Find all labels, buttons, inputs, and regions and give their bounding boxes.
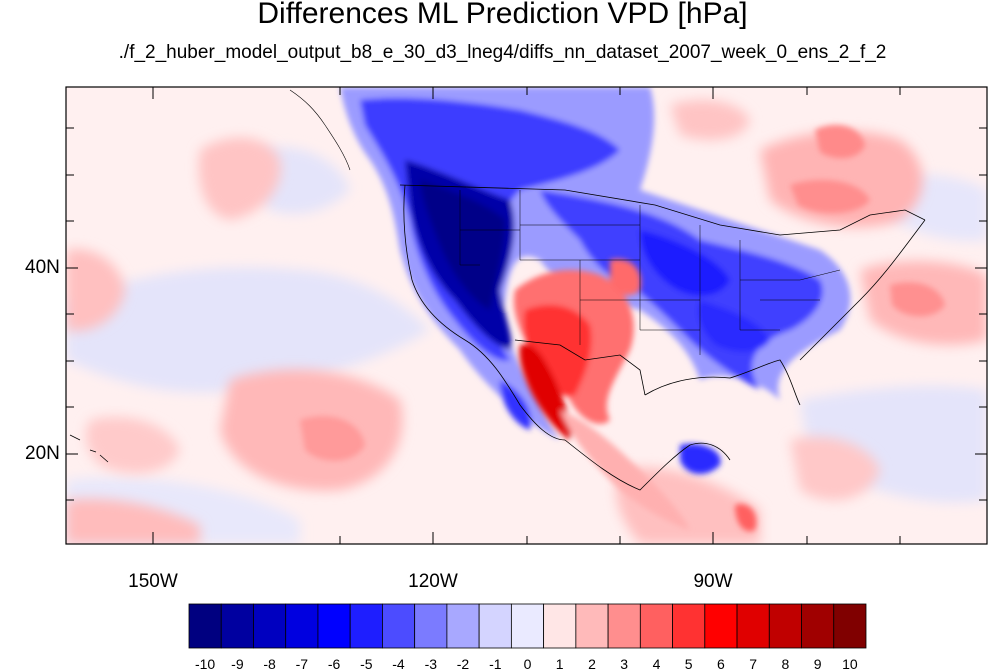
lon-label-90w: 90W — [693, 571, 733, 592]
colorbar — [188, 603, 867, 649]
colorbar-tick-label: -3 — [424, 656, 438, 672]
colorbar-box — [317, 603, 351, 649]
colorbar-box — [639, 603, 673, 649]
colorbar-box — [285, 603, 319, 649]
west-coastline — [403, 184, 566, 441]
state-lines — [459, 190, 841, 355]
colorbar-tick-label: -1 — [489, 656, 502, 672]
lon-label-150w: 150W — [128, 571, 178, 592]
us-canada-border — [399, 184, 926, 236]
colorbar-tick-label: 9 — [813, 656, 822, 672]
map-panel — [66, 87, 987, 544]
colorbar-box — [188, 603, 222, 649]
colorbar-tick-label: -8 — [263, 656, 276, 672]
colorbar-tick-label: -6 — [327, 656, 341, 672]
colorbar-box — [382, 603, 416, 649]
colorbar-tick-label: 8 — [781, 656, 790, 672]
colorbar-box — [768, 603, 802, 649]
us-mexico-border — [514, 339, 646, 396]
colorbar-tick-label: 6 — [716, 656, 725, 672]
colorbar-box — [446, 603, 480, 649]
map-subtitle: ./f_2_huber_model_output_b8_e_30_d3_lneg… — [118, 42, 887, 63]
colorbar-box — [253, 603, 287, 649]
map-ticks — [66, 87, 987, 544]
colorbar-box — [478, 603, 512, 649]
colorbar-tick-label: -2 — [456, 656, 470, 672]
colorbar-box — [607, 603, 641, 649]
colorbar-box — [672, 603, 706, 649]
red-land-regions — [513, 259, 757, 532]
colorbar-box — [220, 603, 254, 649]
colorbar-tick-label: -9 — [231, 656, 244, 672]
map-frame — [65, 86, 988, 545]
colorbar-tick-label: 3 — [620, 656, 629, 672]
colorbar-box — [575, 603, 609, 649]
colorbar-box — [704, 603, 738, 649]
colorbar-tick-label: -7 — [295, 656, 309, 672]
colorbar-box — [349, 603, 383, 649]
hawaii-islands — [69, 434, 109, 463]
borders — [69, 89, 926, 491]
colorbar-box — [510, 603, 545, 649]
east-coastline — [799, 219, 926, 361]
colorbar-tick-label: 4 — [652, 656, 661, 672]
gulf-coastline — [644, 359, 801, 406]
colorbar-tick-label: 7 — [749, 656, 758, 672]
colorbar-box — [801, 603, 835, 649]
colorbar-box — [736, 603, 770, 649]
colorbar-box — [414, 603, 448, 649]
colorbar-tick-label: -5 — [360, 656, 373, 672]
colorbar-tick-label: 10 — [842, 656, 858, 672]
colorbar-tick-label: -4 — [392, 656, 405, 672]
mexico-coastline — [564, 439, 731, 491]
colorbar-tick-label: 2 — [588, 656, 596, 672]
lat-label-40n: 40N — [25, 257, 60, 278]
colorbar-tick-label: 0 — [523, 656, 532, 672]
colorbar-tick-label: -10 — [194, 656, 216, 672]
colorbar-tick-label: 1 — [555, 656, 564, 672]
colorbar-box — [543, 603, 577, 649]
alaska-coast — [289, 89, 351, 171]
lon-label-120w: 120W — [408, 571, 458, 592]
medium-red-regions — [300, 125, 945, 461]
colorbar-box — [833, 603, 867, 649]
lat-label-20n: 20N — [25, 443, 60, 464]
colorbar-tick-label: 5 — [684, 656, 693, 672]
blue-land-regions — [340, 87, 851, 475]
map-title: Differences ML Prediction VPD [hPa] — [257, 0, 748, 30]
